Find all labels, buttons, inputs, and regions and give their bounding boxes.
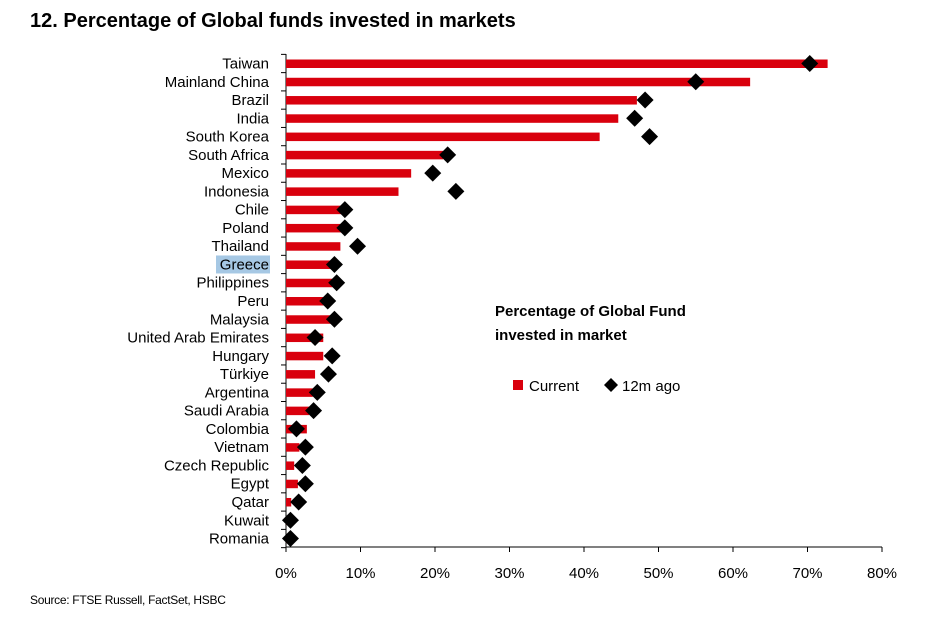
category-label: Vietnam [214,439,269,456]
marker-12m-ago [349,237,367,255]
marker-12m-ago [305,402,323,420]
marker-12m-ago [281,511,299,529]
x-tick-label: 50% [643,565,673,582]
category-label: Peru [237,293,269,310]
bar-current [286,370,316,379]
marker-12m-ago [626,109,644,127]
marker-12m-ago [325,310,343,328]
x-tick-label: 60% [718,565,748,582]
x-tick-label: 80% [867,565,897,582]
legend-label-current: Current [529,378,580,395]
bar-current [286,443,300,452]
marker-12m-ago [290,493,308,511]
category-label: Hungary [212,348,269,365]
x-tick-label: 30% [494,565,524,582]
marker-12m-ago [336,201,354,219]
category-label: Greece [220,256,269,273]
bar-current [286,96,637,105]
category-label: Brazil [231,92,269,109]
bar-current [286,388,313,397]
marker-12m-ago [439,146,457,164]
category-label: Qatar [231,494,269,511]
category-label: Indonesia [204,183,270,200]
marker-12m-ago [447,182,465,200]
bar-current [286,242,341,251]
x-tick-label: 0% [275,565,297,582]
x-tick-label: 40% [569,565,599,582]
x-tick-label: 10% [345,565,375,582]
x-tick-label: 70% [792,565,822,582]
bar-current [286,297,327,306]
marker-12m-ago [636,91,654,109]
marker-12m-ago [296,475,314,493]
legend-swatch-12m-ago [604,378,618,392]
marker-12m-ago [306,329,324,347]
marker-12m-ago [801,55,819,72]
category-label: Kuwait [224,512,270,529]
bar-current [286,406,310,416]
marker-12m-ago [281,530,299,548]
category-label: Türkiye [220,366,269,383]
legend-label-12m-ago: 12m ago [622,378,680,395]
marker-12m-ago [325,255,343,273]
marker-12m-ago [323,347,341,365]
bar-current [286,223,343,233]
category-label: Saudi Arabia [184,403,270,420]
bar-current [286,315,333,324]
source-note: Source: FTSE Russell, FactSet, HSBC [30,593,226,607]
bar-current [286,77,751,87]
bar-current [286,479,298,489]
marker-12m-ago [287,420,305,438]
category-label: Chile [235,202,269,219]
bar-current [286,260,331,269]
category-label: United Arab Emirates [127,330,269,347]
legend-swatch-current [513,380,523,390]
category-highlight [216,255,270,274]
marker-12m-ago [641,128,659,146]
category-label: Malaysia [210,311,270,328]
marker-12m-ago [296,438,314,456]
category-label: Colombia [206,421,270,438]
bar-current [286,461,295,470]
category-label: Philippines [196,275,269,292]
marker-12m-ago [319,292,337,310]
chart-title: 12. Percentage of Global funds invested … [30,10,516,32]
bar-current [286,59,828,68]
category-label: Czech Republic [164,457,270,474]
marker-12m-ago [336,219,354,237]
category-label: Poland [222,220,269,237]
category-label: India [236,110,269,127]
category-label: Egypt [231,476,270,493]
marker-12m-ago [687,73,705,91]
bar-current [286,351,324,361]
legend-title-line2: invested in market [495,327,627,344]
bar-current [286,333,324,343]
marker-12m-ago [424,164,442,182]
marker-12m-ago [293,456,311,474]
marker-12m-ago [308,383,326,401]
category-label: Thailand [211,238,269,255]
category-label: Mainland China [165,74,270,91]
marker-12m-ago [328,274,346,292]
category-label: Taiwan [222,56,269,73]
marker-12m-ago [319,365,337,383]
bar-current [286,169,412,178]
bar-current [286,205,342,215]
bar-current [286,278,333,288]
bar-current [286,132,600,142]
category-label: South Korea [186,129,270,146]
bar-current [286,187,399,196]
x-tick-label: 20% [420,565,450,582]
bar-current [286,497,292,507]
category-label: Mexico [221,165,269,182]
legend-title-line1: Percentage of Global Fund [495,303,686,320]
bar-current [286,114,619,123]
bar-current [286,150,444,160]
category-label: Romania [209,531,270,548]
category-label: Argentina [205,384,270,401]
category-label: South Africa [188,147,270,164]
